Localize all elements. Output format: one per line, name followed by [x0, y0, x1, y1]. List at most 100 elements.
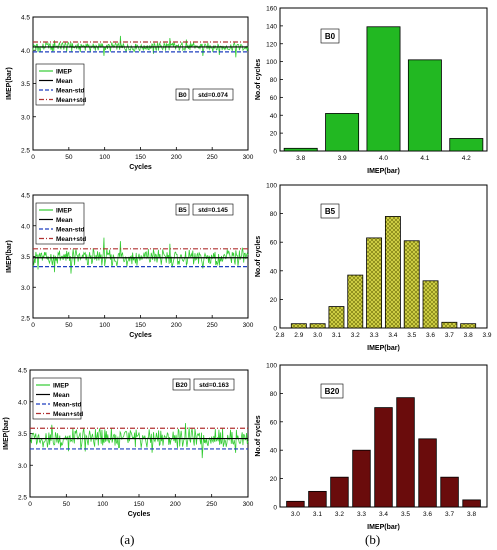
- x-tick-label: 4.2: [462, 155, 471, 162]
- x-tick-label: 3.9: [482, 332, 491, 339]
- x-tick-label: 100: [99, 154, 110, 161]
- std-label: std=0.163: [199, 382, 229, 389]
- chart-2: 2.5 3.0 3.5 4.0 4.5 0 50 100 150 200 250 300 Cycles I…: [3, 368, 254, 519]
- x-tick-label: 200: [171, 154, 182, 161]
- x-tick-label: 3.5: [407, 332, 416, 339]
- x-tick-label: 3.5: [401, 511, 410, 518]
- x-tick-label: 3.7: [445, 511, 454, 518]
- histogram-bar: [460, 323, 477, 329]
- y-tick-label: 4.0: [18, 399, 27, 406]
- x-axis-label: IMEP(bar): [367, 168, 400, 175]
- histogram-bar: [328, 306, 345, 329]
- x-tick-label: 3.3: [357, 511, 366, 518]
- x-axis-label: IMEP(bar): [367, 345, 400, 352]
- y-tick-label: 4.0: [21, 48, 30, 55]
- x-tick-label: 250: [207, 322, 218, 329]
- legend-label: Mean+std: [56, 236, 86, 243]
- x-tick-label: 4.0: [379, 155, 388, 162]
- y-tick-label: 3.5: [18, 431, 27, 438]
- x-axis-label: Cycles: [129, 332, 152, 339]
- y-tick-label: 3.5: [21, 81, 30, 88]
- histogram-bar: [396, 397, 415, 508]
- histogram-bar: [309, 323, 326, 329]
- x-tick-label: 3.1: [332, 332, 341, 339]
- fuel-tag-label: B20: [325, 387, 340, 396]
- y-tick-label: 20: [270, 476, 278, 483]
- y-tick-label: 0: [273, 149, 277, 156]
- y-tick-label: 20: [270, 131, 278, 138]
- legend-label: Mean+std: [53, 411, 83, 418]
- legend-label: IMEP: [53, 383, 70, 390]
- y-tick-label: 20: [270, 297, 278, 304]
- x-axis-label: Cycles: [129, 164, 152, 171]
- y-tick-label: 60: [270, 419, 278, 426]
- y-tick-label: 4.5: [21, 193, 30, 200]
- y-tick-label: 80: [270, 211, 278, 218]
- fuel-tag-box: [175, 88, 190, 101]
- y-axis-label: IMEP(bar): [3, 417, 10, 450]
- y-tick-label: 3.0: [21, 285, 30, 292]
- fuel-tag-box: [320, 28, 340, 44]
- y-tick-label: 0: [273, 326, 277, 333]
- legend-label: Mean: [53, 392, 70, 399]
- y-tick-label: 4.5: [18, 368, 27, 375]
- histogram-bar: [290, 323, 307, 329]
- std-box: [192, 203, 234, 216]
- histogram-bar: [330, 476, 349, 508]
- x-tick-label: 0: [28, 501, 32, 508]
- std-label: std=0.074: [198, 92, 228, 99]
- x-tick-label: 100: [99, 322, 110, 329]
- x-tick-label: 200: [171, 322, 182, 329]
- x-tick-label: 3.4: [379, 511, 388, 518]
- fuel-tag-label: B5: [178, 207, 187, 214]
- histogram-bar: [352, 449, 371, 508]
- x-tick-label: 3.3: [370, 332, 379, 339]
- x-tick-label: 300: [243, 154, 254, 161]
- panel-label-b: (b): [365, 532, 381, 547]
- histogram-bar: [384, 216, 401, 329]
- y-tick-label: 60: [270, 95, 278, 102]
- histogram-bar: [325, 113, 360, 152]
- histogram-bar: [440, 476, 459, 508]
- y-axis-label: IMEP(bar): [6, 240, 13, 273]
- x-tick-label: 200: [170, 501, 181, 508]
- fuel-tag-label: B20: [176, 382, 188, 389]
- x-tick-label: 3.6: [423, 511, 432, 518]
- x-tick-label: 0: [31, 154, 35, 161]
- x-tick-label: 3.7: [445, 332, 454, 339]
- y-tick-label: 2.5: [21, 148, 30, 155]
- std-box: [192, 88, 234, 101]
- fuel-tag-box: [175, 203, 190, 216]
- y-tick-label: 120: [266, 41, 277, 48]
- x-tick-label: 2.8: [275, 332, 284, 339]
- histogram-bar: [286, 500, 305, 508]
- std-box: [193, 378, 235, 391]
- y-axis-label: No.of cycles: [255, 415, 262, 456]
- histogram-bar: [462, 499, 481, 508]
- y-tick-label: 4.5: [21, 15, 30, 22]
- x-tick-label: 50: [65, 322, 73, 329]
- y-tick-label: 40: [270, 448, 278, 455]
- x-tick-label: 150: [134, 501, 145, 508]
- y-tick-label: 3.5: [21, 254, 30, 261]
- x-tick-label: 3.4: [388, 332, 397, 339]
- plot-frame: [279, 184, 488, 329]
- x-tick-label: 150: [135, 154, 146, 161]
- fuel-tag-label: B0: [325, 32, 336, 41]
- x-tick-label: 0: [31, 322, 35, 329]
- imep-series-line: [29, 423, 249, 459]
- legend-label: IMEP: [56, 69, 73, 76]
- y-tick-label: 100: [266, 183, 277, 190]
- y-tick-label: 3.0: [21, 114, 30, 121]
- y-tick-label: 0: [273, 505, 277, 512]
- y-tick-label: 40: [270, 113, 278, 120]
- y-axis-label: IMEP(bar): [6, 67, 13, 100]
- imep-series-line: [32, 237, 249, 274]
- histogram-bar: [449, 138, 484, 152]
- y-tick-label: 60: [270, 240, 278, 247]
- y-axis-label: No.of cycles: [255, 236, 262, 277]
- y-tick-label: 2.5: [21, 316, 30, 323]
- histogram-bar: [347, 274, 364, 329]
- x-tick-label: 300: [243, 322, 254, 329]
- x-tick-label: 150: [135, 322, 146, 329]
